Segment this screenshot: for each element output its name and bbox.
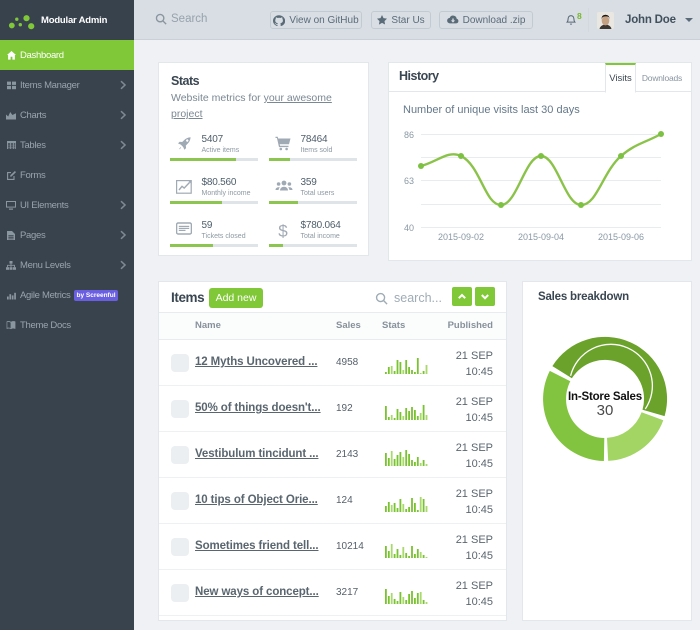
svg-text:In-Store Sales: In-Store Sales [568,391,642,403]
svg-text:$: $ [278,222,288,240]
svg-text:40: 40 [404,223,414,233]
svg-text:63: 63 [404,176,414,186]
svg-text:2015-09-02: 2015-09-02 [438,232,484,242]
svg-text:2015-09-04: 2015-09-04 [518,232,564,242]
svg-text:2015-09-06: 2015-09-06 [598,232,644,242]
svg-text:86: 86 [404,130,414,140]
svg-text:30: 30 [597,402,614,419]
